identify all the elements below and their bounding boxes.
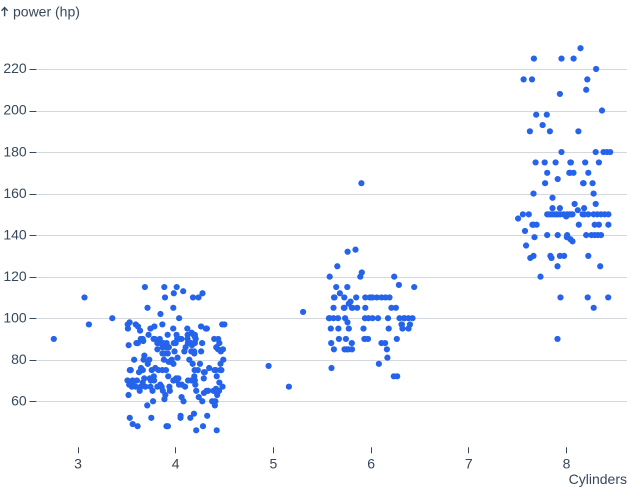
svg-text:Cylinders: Cylinders (569, 471, 627, 487)
svg-text:160: 160 (3, 185, 27, 201)
svg-text:220: 220 (3, 60, 27, 76)
svg-text:120: 120 (3, 268, 27, 284)
svg-text:100: 100 (3, 309, 27, 325)
svg-text:7: 7 (465, 455, 473, 471)
svg-text:4: 4 (172, 455, 180, 471)
svg-text:8: 8 (563, 455, 571, 471)
svg-text:5: 5 (270, 455, 278, 471)
svg-text:3: 3 (74, 455, 82, 471)
svg-text:60: 60 (11, 392, 27, 408)
svg-text:6: 6 (367, 455, 375, 471)
svg-text:power (hp): power (hp) (13, 4, 80, 20)
svg-text:200: 200 (3, 102, 27, 118)
svg-text:140: 140 (3, 226, 27, 242)
svg-text:80: 80 (11, 351, 27, 367)
svg-text:180: 180 (3, 143, 27, 159)
